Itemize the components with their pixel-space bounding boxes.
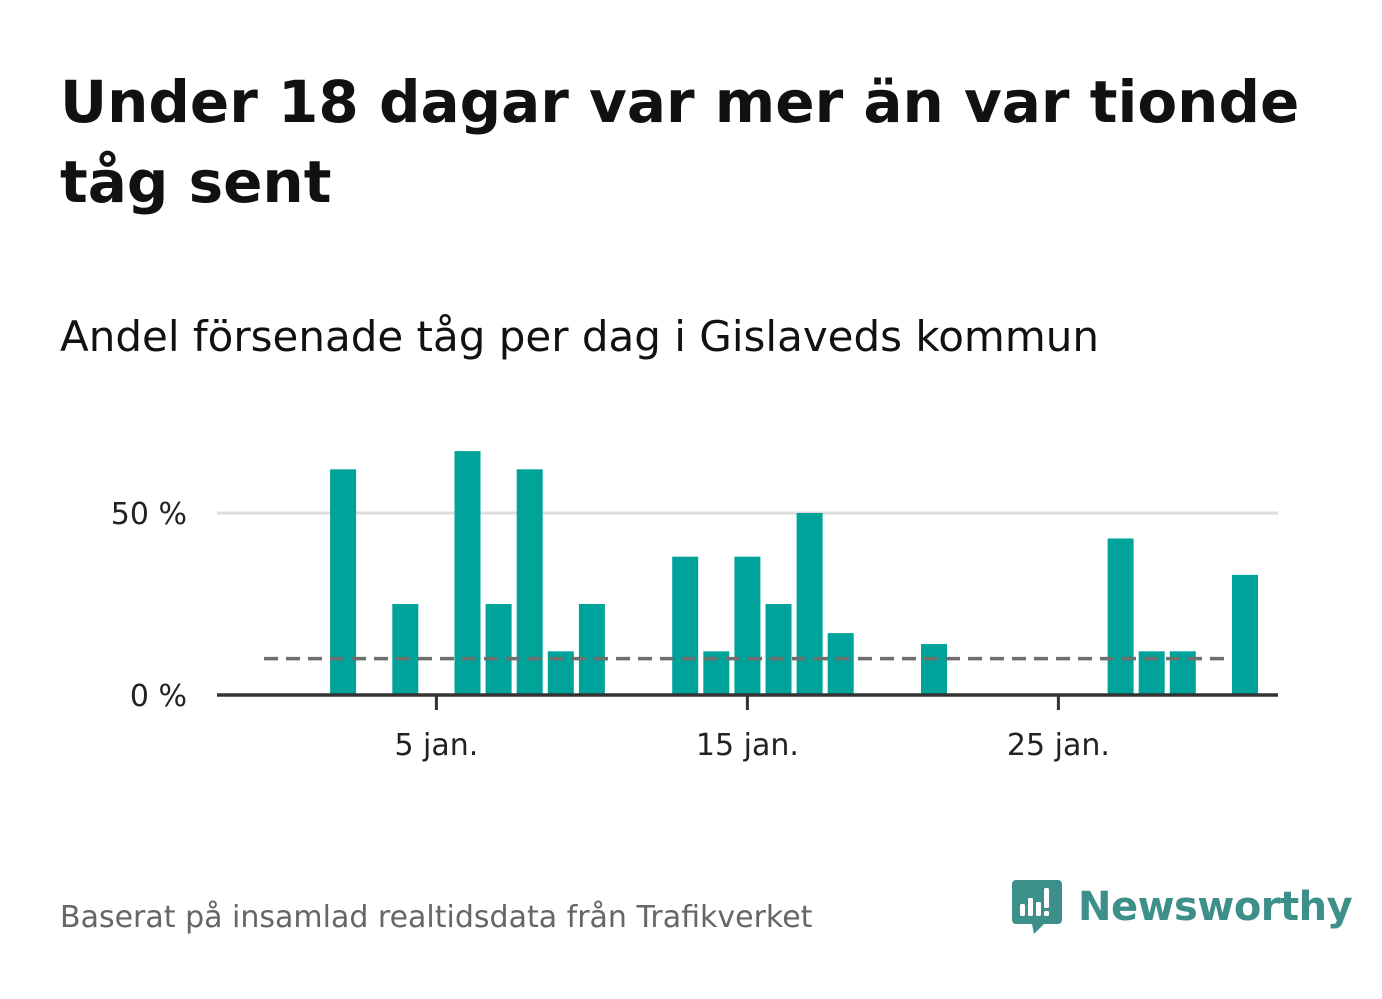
bar — [578, 604, 605, 695]
source-note: Baserat på insamlad realtidsdata från Tr… — [60, 900, 813, 935]
y-tick-label: 50 % — [111, 497, 187, 532]
bar — [1107, 538, 1134, 695]
bar — [485, 604, 512, 695]
y-tick-label: 0 % — [130, 679, 187, 714]
bar — [765, 604, 792, 695]
newsworthy-logo-icon — [1012, 880, 1062, 934]
bar — [672, 556, 699, 695]
bar — [330, 469, 357, 695]
bar — [921, 644, 947, 695]
bar — [796, 513, 823, 695]
brand-name: Newsworthy — [1078, 884, 1353, 930]
bar — [734, 556, 761, 695]
chart-title: Under 18 dagar var mer än var tionde tåg… — [60, 68, 1300, 216]
bar — [454, 451, 481, 695]
x-tick-label: 5 jan. — [394, 728, 478, 763]
x-tick-label: 15 jan. — [696, 728, 799, 763]
brand-logo[interactable]: Newsworthy — [1010, 876, 1353, 938]
bar — [392, 604, 419, 695]
x-tick-label: 25 jan. — [1007, 728, 1110, 763]
bar — [827, 633, 854, 695]
bar — [1232, 574, 1258, 695]
bar — [516, 469, 543, 695]
chart-subtitle: Andel försenade tåg per dag i Gislaveds … — [60, 312, 1099, 361]
